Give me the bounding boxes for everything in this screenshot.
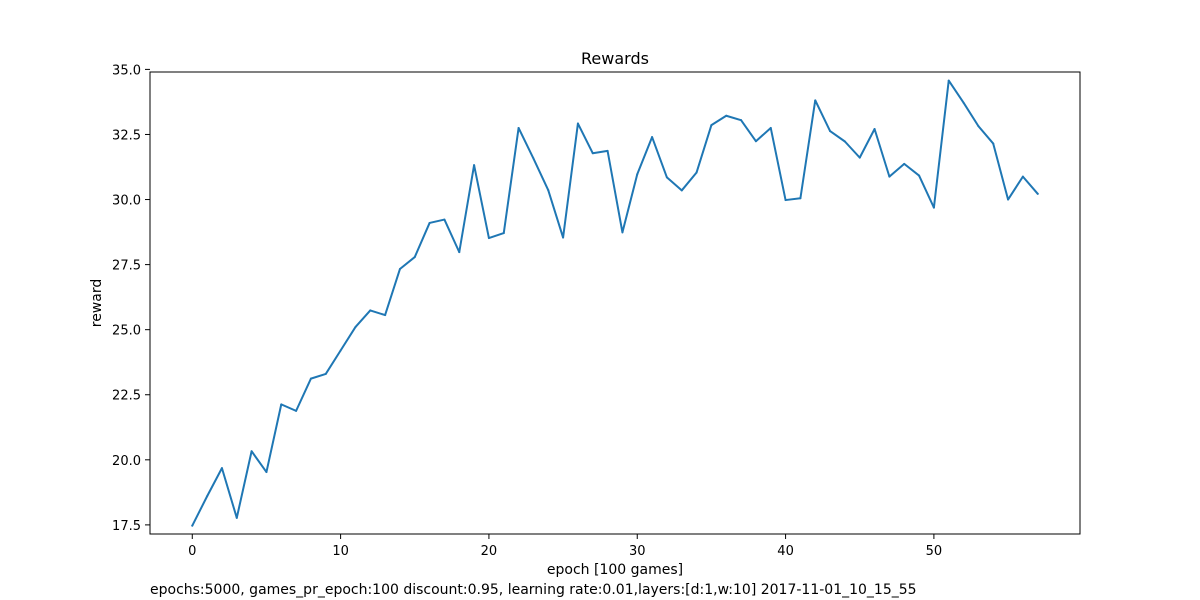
data-point bbox=[265, 471, 268, 474]
x-tick-label: 40 bbox=[777, 544, 794, 559]
data-point bbox=[843, 140, 846, 143]
data-point bbox=[339, 349, 342, 352]
data-point bbox=[235, 516, 238, 519]
data-point bbox=[1007, 198, 1010, 201]
data-point bbox=[814, 99, 817, 102]
y-tick-label: 32.5 bbox=[112, 128, 141, 143]
x-tick-label: 50 bbox=[926, 544, 943, 559]
y-tick-label: 22.5 bbox=[112, 389, 141, 404]
x-axis-ticks: 0 10 20 30 40 50 bbox=[188, 534, 942, 559]
data-point bbox=[443, 218, 446, 221]
data-point bbox=[769, 126, 772, 129]
data-point bbox=[725, 114, 728, 117]
data-point bbox=[220, 467, 223, 470]
data-point bbox=[680, 189, 683, 192]
data-point bbox=[398, 268, 401, 271]
data-point bbox=[784, 199, 787, 202]
data-point bbox=[576, 122, 579, 125]
data-point bbox=[280, 403, 283, 406]
data-point bbox=[873, 128, 876, 130]
data-point bbox=[754, 140, 757, 143]
data-point bbox=[695, 171, 698, 174]
data-point bbox=[962, 101, 965, 104]
data-point bbox=[636, 173, 639, 176]
data-point bbox=[547, 189, 550, 192]
y-tick-label: 30.0 bbox=[112, 194, 141, 209]
data-point bbox=[324, 372, 327, 375]
data-point bbox=[413, 256, 416, 259]
data-point bbox=[710, 124, 713, 127]
y-axis-label: reward bbox=[89, 279, 105, 328]
data-point bbox=[191, 524, 194, 527]
data-point bbox=[665, 176, 668, 179]
data-point bbox=[903, 162, 906, 165]
x-tick-label: 30 bbox=[629, 544, 646, 559]
data-point bbox=[384, 314, 387, 317]
data-point bbox=[651, 136, 654, 139]
data-point bbox=[309, 377, 312, 380]
data-point bbox=[591, 152, 594, 155]
data-point bbox=[740, 119, 743, 122]
data-point bbox=[918, 174, 921, 177]
data-point bbox=[473, 164, 476, 167]
data-point bbox=[517, 126, 520, 129]
data-point bbox=[606, 149, 609, 152]
data-point bbox=[562, 236, 565, 239]
data-point bbox=[829, 130, 832, 133]
data-point bbox=[458, 251, 461, 254]
x-axis-label: epoch [100 games] bbox=[547, 562, 683, 578]
data-point bbox=[428, 221, 431, 224]
y-tick-label: 17.5 bbox=[112, 519, 141, 534]
data-point bbox=[250, 450, 253, 453]
y-tick-label: 35.0 bbox=[112, 63, 141, 78]
x-tick-label: 0 bbox=[188, 544, 196, 559]
data-point bbox=[888, 175, 891, 178]
data-point bbox=[502, 232, 505, 235]
x-tick-label: 10 bbox=[332, 544, 349, 559]
y-tick-label: 27.5 bbox=[112, 259, 141, 274]
x-tick-label: 20 bbox=[481, 544, 498, 559]
y-tick-label: 20.0 bbox=[112, 454, 141, 469]
data-points bbox=[191, 79, 1039, 527]
data-point bbox=[621, 231, 624, 234]
data-point bbox=[1036, 192, 1039, 195]
reward-series-line bbox=[191, 79, 1039, 527]
chart-footnote: epochs:5000, games_pr_epoch:100 discount… bbox=[150, 582, 917, 598]
data-point bbox=[858, 156, 861, 159]
plot-frame bbox=[149, 71, 1081, 535]
data-point bbox=[369, 309, 372, 312]
data-point bbox=[487, 237, 490, 240]
data-point bbox=[947, 79, 950, 82]
y-tick-label: 25.0 bbox=[112, 324, 141, 339]
chart-title: Rewards bbox=[581, 49, 649, 68]
data-point bbox=[932, 206, 935, 209]
data-point bbox=[354, 326, 357, 329]
data-point bbox=[206, 495, 209, 498]
data-point bbox=[977, 125, 980, 128]
data-point bbox=[799, 197, 802, 200]
data-point bbox=[1021, 175, 1024, 178]
y-axis-ticks: 17.5 20.0 22.5 25.0 27.5 30.0 32.5 35.0 bbox=[112, 63, 150, 534]
data-point bbox=[992, 142, 995, 145]
data-point bbox=[532, 157, 535, 160]
data-point bbox=[295, 409, 298, 412]
